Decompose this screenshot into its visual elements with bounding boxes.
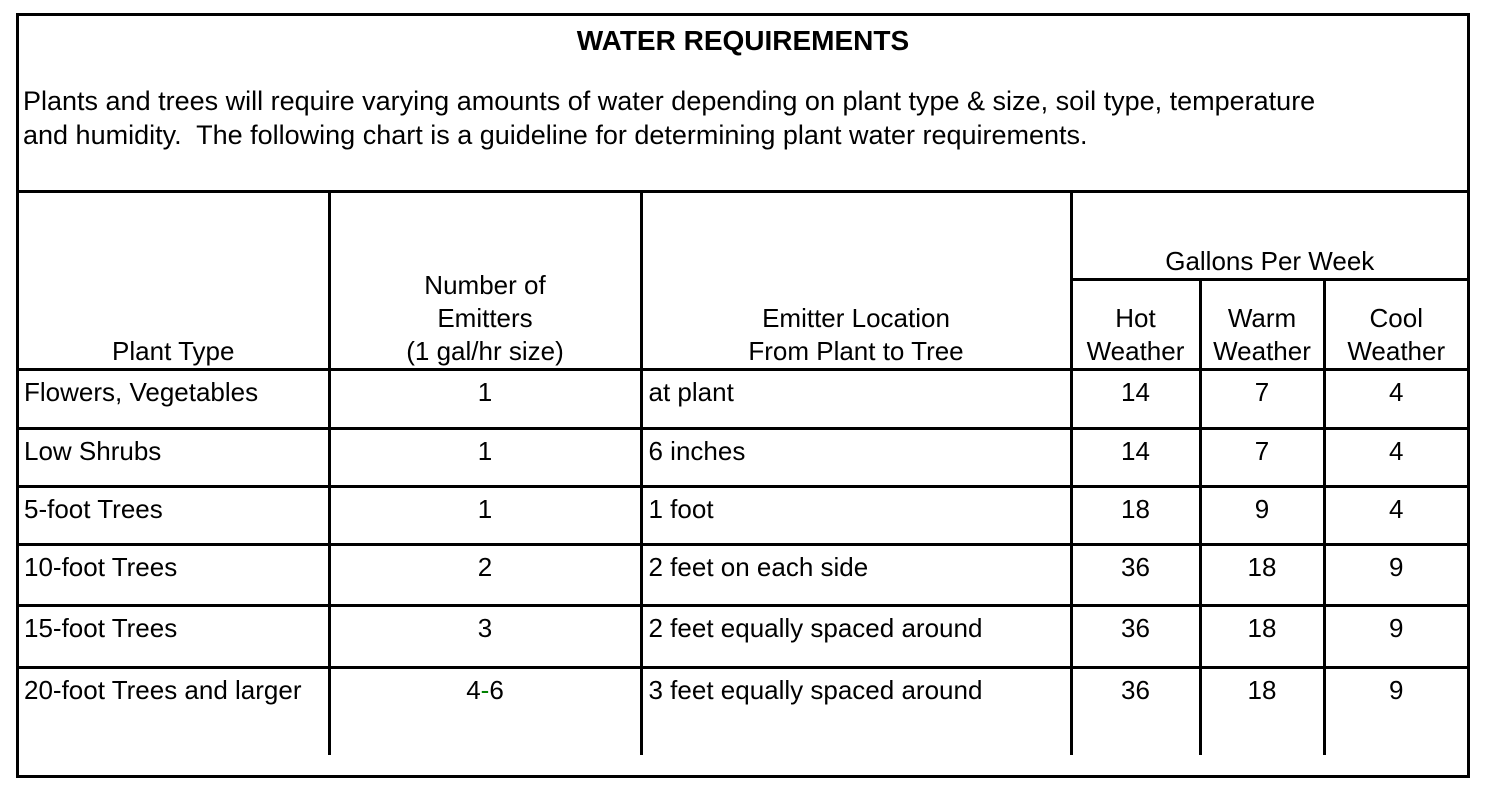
cell-warm-weather: 7 xyxy=(1198,368,1326,430)
document-title: WATER REQUIREMENTS xyxy=(576,25,910,56)
header-row-weather: Hot Weather Warm Weather Cool Weather xyxy=(19,278,1467,371)
cell-cool-weather: 9 xyxy=(1322,666,1467,755)
warm-weather-line-1: Warm xyxy=(1227,303,1297,333)
cell-cool-weather: 9 xyxy=(1322,543,1467,607)
cell-warm-weather: 18 xyxy=(1198,604,1326,669)
emitters-range-hyphen: - xyxy=(480,675,490,705)
col-header-gallons-per-week: Gallons Per Week xyxy=(1069,190,1467,281)
cell-emitters: 1 xyxy=(327,485,643,546)
location-label-line-2: From Plant to Tree xyxy=(748,336,964,366)
plant-type-label: Plant Type xyxy=(112,336,235,366)
cell-hot-weather: 36 xyxy=(1069,666,1202,755)
location-label-line-1: Emitter Location xyxy=(762,303,950,333)
cell-cool-weather: 4 xyxy=(1322,427,1467,488)
col-header-warm-weather: Warm Weather xyxy=(1198,278,1326,371)
table-row: 10-foot Trees 2 2 feet on each side 36 18 9 xyxy=(19,543,1467,607)
cell-warm-weather: 9 xyxy=(1198,485,1326,546)
col-header-cool-weather: Cool Weather xyxy=(1322,278,1467,371)
table-row: 5-foot Trees 1 1 foot 18 9 4 xyxy=(19,485,1467,546)
cell-location: 1 foot xyxy=(639,485,1073,546)
table-body: Flowers, Vegetables 1 at plant 14 7 4 Low Shru… xyxy=(19,368,1467,755)
cell-emitters: 4-6 xyxy=(327,666,643,755)
cell-plant-type: 15-foot Trees xyxy=(19,604,331,669)
col-header-emitter-location: Emitter Location From Plant to Tree xyxy=(639,190,1073,371)
table-row: Low Shrubs 1 6 inches 14 7 4 xyxy=(19,427,1467,488)
col-header-hot-weather: Hot Weather xyxy=(1071,278,1202,371)
cool-weather-line-2: Weather xyxy=(1347,336,1446,366)
table-header: Plant Type Number of Emitters (1 gal/hr … xyxy=(19,190,1467,371)
table-row: 15-foot Trees 3 2 feet equally spaced arou… xyxy=(19,604,1467,669)
cell-plant-type: Flowers, Vegetables xyxy=(19,368,331,430)
cell-plant-type: 20-foot Trees and larger xyxy=(19,666,331,755)
cell-plant-type: 5-foot Trees xyxy=(19,485,331,546)
cell-cool-weather: 4 xyxy=(1322,485,1467,546)
emitters-label-line-2: Emitters xyxy=(437,303,533,333)
col-header-number-of-emitters: Number of Emitters (1 gal/hr size) xyxy=(327,190,643,371)
cell-location: 6 inches xyxy=(639,427,1073,488)
cell-emitters: 1 xyxy=(327,368,643,430)
cell-location: 3 feet equally spaced around xyxy=(639,666,1073,755)
hot-weather-line-2: Weather xyxy=(1086,336,1185,366)
table-row: 20-foot Trees and larger 4-6 3 feet equall… xyxy=(19,666,1467,755)
emitters-label-line-3: (1 gal/hr size) xyxy=(406,336,564,366)
cell-hot-weather: 14 xyxy=(1069,427,1202,488)
water-requirements-table: Plant Type Number of Emitters (1 gal/hr … xyxy=(19,190,1467,755)
gallons-per-week-label: Gallons Per Week xyxy=(1165,246,1375,276)
cell-emitters: 1 xyxy=(327,427,643,488)
cell-warm-weather: 7 xyxy=(1198,427,1326,488)
cell-cool-weather: 9 xyxy=(1322,604,1467,669)
cool-weather-line-1: Cool xyxy=(1369,303,1423,333)
cell-emitters: 3 xyxy=(327,604,643,669)
cell-hot-weather: 14 xyxy=(1069,368,1202,430)
cell-warm-weather: 18 xyxy=(1198,666,1326,755)
table-row: Flowers, Vegetables 1 at plant 14 7 4 xyxy=(19,368,1467,430)
emitters-label-line-1: Number of xyxy=(424,270,546,300)
cell-hot-weather: 18 xyxy=(1069,485,1202,546)
intro-line-1: Plants and trees will require varying am… xyxy=(23,86,1316,116)
cell-hot-weather: 36 xyxy=(1069,543,1202,607)
water-requirements-document: WATER REQUIREMENTS Plants and trees will… xyxy=(16,13,1470,778)
intro-section: WATER REQUIREMENTS Plants and trees will… xyxy=(19,16,1467,190)
hot-weather-line-1: Hot xyxy=(1115,303,1156,333)
cell-cool-weather: 4 xyxy=(1322,368,1467,430)
header-row-top: Plant Type Number of Emitters (1 gal/hr … xyxy=(19,190,1467,371)
cell-location: 2 feet equally spaced around xyxy=(639,604,1073,669)
warm-weather-line-2: Weather xyxy=(1213,336,1311,366)
cell-plant-type: 10-foot Trees xyxy=(19,543,331,607)
cell-location: at plant xyxy=(639,368,1073,430)
cell-hot-weather: 36 xyxy=(1069,604,1202,669)
intro-paragraph: Plants and trees will require varying am… xyxy=(19,84,1467,152)
cell-warm-weather: 18 xyxy=(1198,543,1326,607)
cell-emitters: 2 xyxy=(327,543,643,607)
col-header-plant-type: Plant Type xyxy=(19,190,331,371)
intro-line-2: and humidity. The following chart is a g… xyxy=(23,120,1088,150)
cell-plant-type: Low Shrubs xyxy=(19,427,331,488)
cell-location: 2 feet on each side xyxy=(639,543,1073,607)
